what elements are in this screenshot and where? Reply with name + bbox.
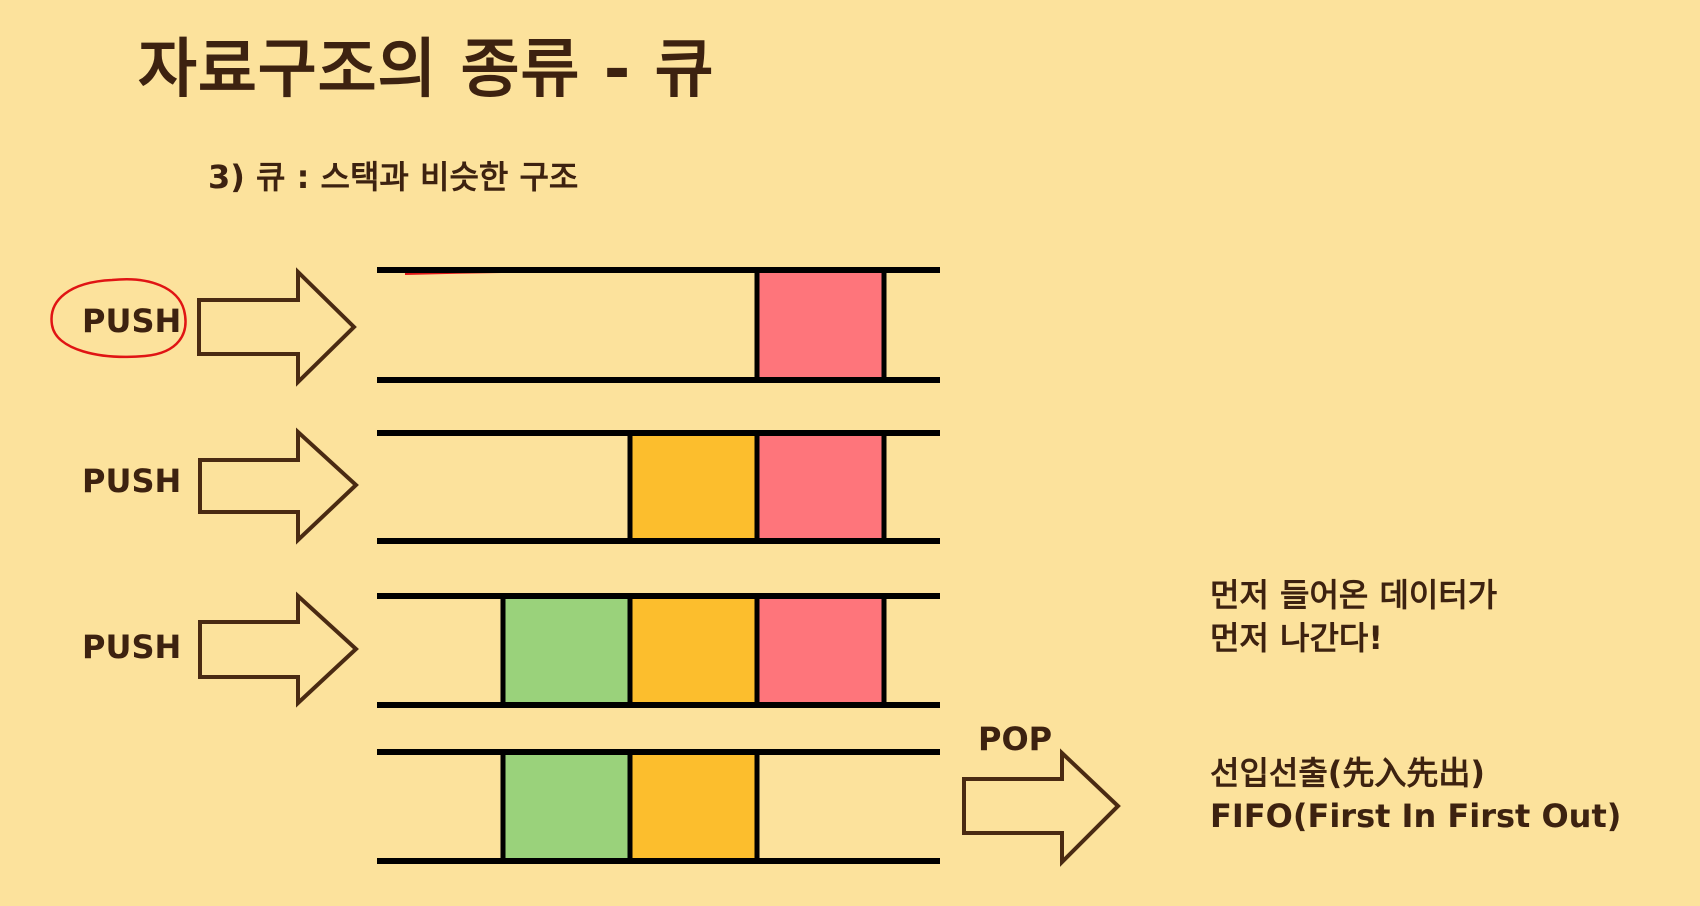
queue-row-3 [377, 593, 940, 708]
pop-label: POP [978, 720, 1053, 758]
fifo-explanation: 먼저 들어온 데이터가 먼저 나간다! [1210, 574, 1497, 660]
note-line-3: 선입선출(先入先出) [1210, 754, 1486, 792]
note-line-2: 먼저 나간다! [1210, 619, 1383, 658]
pop-arrow [962, 748, 1121, 867]
queue-block-red [757, 434, 884, 540]
note-line-1: 먼저 들어온 데이터가 [1210, 576, 1498, 614]
push-highlight-circle [50, 278, 187, 359]
queue-block-orange [630, 753, 757, 860]
push-arrow-1 [197, 267, 357, 387]
page-subtitle: 3) 큐 : 스택과 비슷한 구조 [208, 158, 579, 196]
fifo-definition: 선입선출(先入先出) FIFO(First In First Out) [1210, 752, 1621, 838]
push-arrow-2 [198, 427, 359, 545]
queue-block-orange [630, 434, 757, 540]
note-line-4: FIFO(First In First Out) [1210, 797, 1622, 836]
page-title: 자료구조의 종류 - 큐 [138, 33, 715, 107]
push-label-3: PUSH [82, 628, 182, 666]
queue-row-1 [377, 267, 940, 383]
queue-block-green [503, 597, 630, 704]
queue-block-red [757, 597, 884, 704]
queue-block-orange [630, 597, 757, 704]
push-label-1: PUSH [82, 302, 182, 340]
queue-row-4 [377, 749, 940, 864]
queue-row-2 [377, 430, 940, 544]
queue-block-green [503, 753, 630, 860]
push-arrow-3 [198, 591, 359, 708]
queue-block-red [757, 272, 884, 378]
push-label-2: PUSH [82, 462, 182, 500]
